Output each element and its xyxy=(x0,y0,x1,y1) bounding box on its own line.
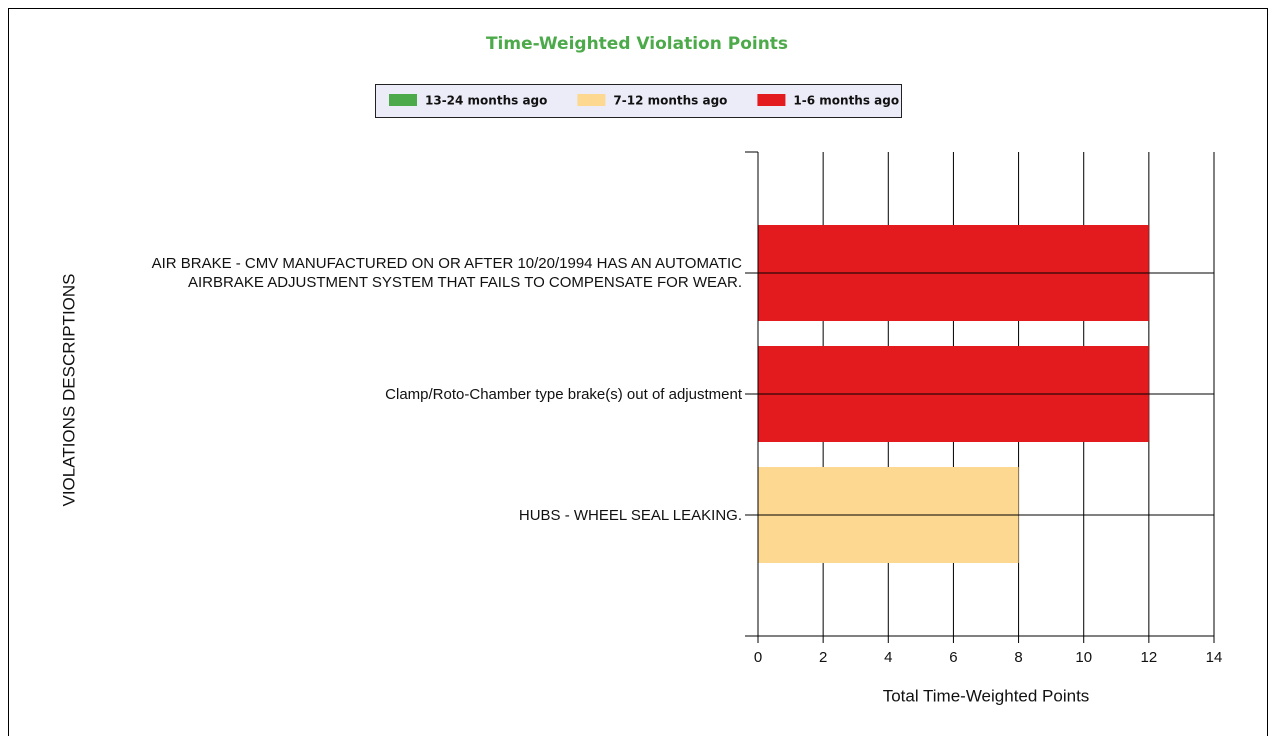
legend-label: 13-24 months ago xyxy=(425,94,547,108)
chart-title: Time-Weighted Violation Points xyxy=(486,34,788,54)
x-tick-label: 4 xyxy=(884,649,892,666)
y-tick-label-box: Clamp/Roto-Chamber type brake(s) out of … xyxy=(385,385,742,403)
y-tick-label: AIR BRAKE - CMV MANUFACTURED ON OR AFTER… xyxy=(151,255,742,291)
legend-swatch xyxy=(389,94,417,106)
legend-label: 1-6 months ago xyxy=(793,94,899,108)
legend-swatch xyxy=(757,94,786,106)
y-tick-label-box: HUBS - WHEEL SEAL LEAKING. xyxy=(518,506,742,524)
y-tick-label: Clamp/Roto-Chamber type brake(s) out of … xyxy=(385,385,742,403)
x-axis-label: Total Time-Weighted Points xyxy=(883,686,1090,705)
x-tick-label: 2 xyxy=(819,649,827,666)
legend-swatch xyxy=(577,94,606,106)
x-tick-label: 14 xyxy=(1206,649,1223,666)
x-tick-label: 10 xyxy=(1075,649,1092,666)
y-tick-label: HUBS - WHEEL SEAL LEAKING. xyxy=(518,506,742,524)
y-axis-label: VIOLATIONS DESCRIPTIONS xyxy=(59,273,78,506)
x-tick-label: 12 xyxy=(1141,649,1158,666)
x-tick-label: 8 xyxy=(1014,649,1022,666)
legend-label: 7-12 months ago xyxy=(613,94,727,108)
x-tick-label: 0 xyxy=(754,649,762,666)
y-tick-label-box: AIR BRAKE - CMV MANUFACTURED ON OR AFTER… xyxy=(151,255,742,291)
legend xyxy=(375,84,902,118)
x-tick-label: 6 xyxy=(949,649,957,666)
